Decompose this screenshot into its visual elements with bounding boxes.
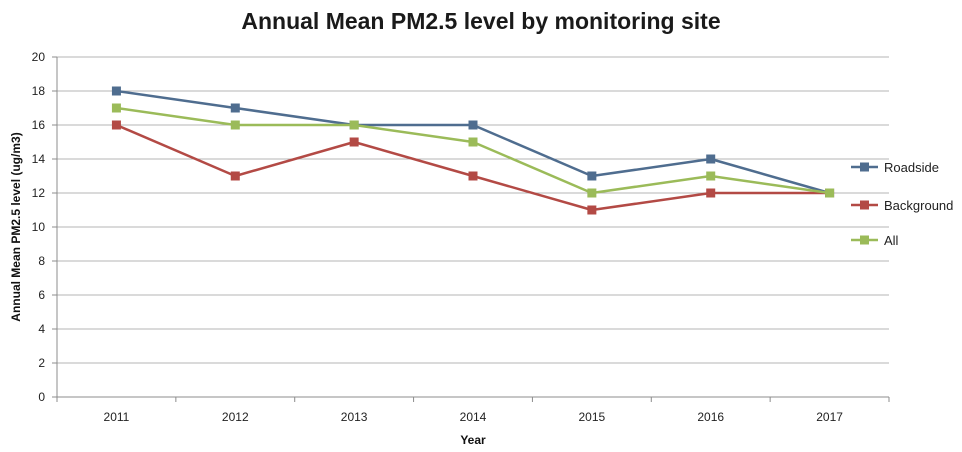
legend-marker-background bbox=[860, 200, 869, 210]
x-tick-label: 2011 bbox=[104, 410, 130, 424]
legend-label-roadside: Roadside bbox=[884, 160, 939, 175]
x-tick-label: 2017 bbox=[816, 410, 843, 424]
legend-item-background: Background bbox=[851, 198, 953, 213]
data-point-all bbox=[230, 120, 240, 130]
x-tick-label: 2013 bbox=[341, 410, 368, 424]
data-point-all bbox=[468, 137, 478, 147]
x-tick-label: 2015 bbox=[579, 410, 606, 424]
data-point-background bbox=[468, 171, 478, 181]
data-point-roadside bbox=[468, 120, 478, 130]
data-point-roadside bbox=[587, 171, 597, 181]
data-point-all bbox=[587, 188, 597, 198]
y-tick-label: 2 bbox=[38, 356, 45, 370]
y-axis-ticks: 0 2 4 6 8 10 12 14 16 18 20 bbox=[32, 50, 57, 404]
y-axis-title: Annual Mean PM2.5 level (ug/m3) bbox=[9, 132, 23, 321]
x-tick-label: 2012 bbox=[222, 410, 249, 424]
data-point-all bbox=[825, 188, 835, 198]
data-point-all bbox=[706, 171, 716, 181]
y-tick-label: 14 bbox=[32, 152, 46, 166]
legend: Roadside Background All bbox=[851, 160, 953, 248]
data-point-background bbox=[230, 171, 240, 181]
series bbox=[111, 86, 835, 215]
data-point-background bbox=[349, 137, 359, 147]
legend-item-roadside: Roadside bbox=[851, 160, 939, 175]
y-tick-label: 4 bbox=[38, 322, 45, 336]
y-tick-label: 12 bbox=[32, 186, 46, 200]
data-point-background bbox=[706, 188, 716, 198]
data-point-all bbox=[349, 120, 359, 130]
data-point-roadside bbox=[706, 154, 716, 164]
legend-item-all: All bbox=[851, 233, 899, 248]
data-point-background bbox=[587, 205, 597, 215]
x-axis-ticks: 2011 2012 2013 2014 2015 2016 2017 bbox=[56, 397, 890, 424]
x-axis-title: Year bbox=[460, 433, 486, 447]
legend-marker-roadside bbox=[860, 162, 869, 172]
data-point-roadside bbox=[230, 103, 240, 113]
legend-marker-all bbox=[860, 235, 869, 245]
x-tick-label: 2016 bbox=[697, 410, 724, 424]
legend-label-background: Background bbox=[884, 198, 953, 213]
y-tick-label: 6 bbox=[38, 288, 45, 302]
data-point-background bbox=[111, 120, 121, 130]
x-tick-label: 2014 bbox=[460, 410, 487, 424]
legend-label-all: All bbox=[884, 233, 899, 248]
series-all bbox=[111, 103, 835, 198]
data-point-all bbox=[111, 103, 121, 113]
series-background bbox=[111, 120, 835, 215]
data-point-roadside bbox=[111, 86, 121, 96]
y-tick-label: 0 bbox=[38, 390, 45, 404]
grid bbox=[57, 56, 889, 364]
y-tick-label: 18 bbox=[32, 84, 46, 98]
y-tick-label: 20 bbox=[32, 50, 46, 64]
y-tick-label: 10 bbox=[32, 220, 46, 234]
y-tick-label: 8 bbox=[38, 254, 45, 268]
y-tick-label: 16 bbox=[32, 118, 46, 132]
chart-title: Annual Mean PM2.5 level by monitoring si… bbox=[241, 8, 721, 34]
